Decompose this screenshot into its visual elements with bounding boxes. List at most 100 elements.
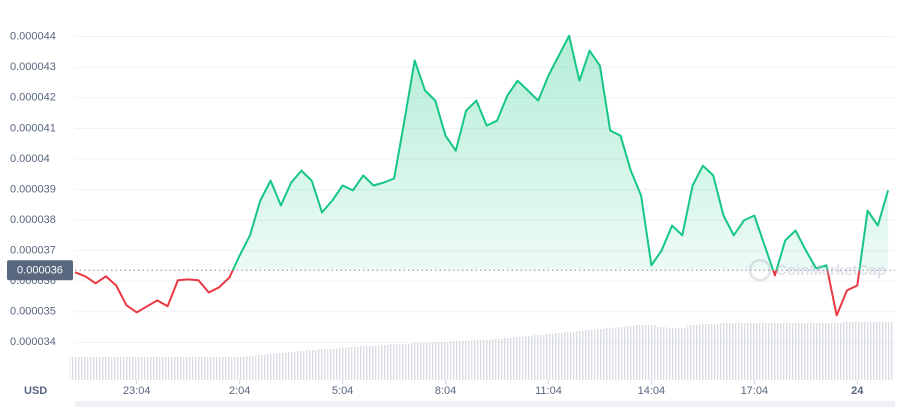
price-area xyxy=(75,35,889,271)
volume-bar xyxy=(90,357,101,380)
volume-bar xyxy=(852,322,863,380)
volume-bar xyxy=(563,332,575,380)
volume-bar xyxy=(347,347,359,380)
volume-bar xyxy=(460,341,472,380)
volume-bar xyxy=(831,323,842,380)
volume-bar xyxy=(69,357,81,380)
volume-bar xyxy=(800,323,811,380)
volume-bar xyxy=(625,326,636,380)
volume-bar xyxy=(152,357,163,380)
volume-bar xyxy=(419,343,431,380)
volume-bar xyxy=(141,357,153,380)
volume-bar xyxy=(810,323,822,380)
x-tick-label: 5:04 xyxy=(332,385,353,397)
volume-bar xyxy=(224,357,235,380)
x-tick-label: 11:04 xyxy=(535,385,562,397)
volume-bar xyxy=(80,357,91,380)
axis-unit: USD xyxy=(24,385,47,397)
volume-bar xyxy=(296,351,307,380)
volume-bar xyxy=(656,327,667,380)
x-tick-label: 24 xyxy=(851,385,864,397)
volume-bar xyxy=(430,342,441,380)
volume-bar xyxy=(677,328,688,380)
volume-bar xyxy=(780,323,791,380)
y-tick-label: 0.000039 xyxy=(10,183,56,195)
volume-bar xyxy=(738,323,750,380)
watermark-text: CoinMarketCap xyxy=(776,262,886,279)
baseline-label: 0.000036 xyxy=(17,265,63,277)
volume-bar xyxy=(646,325,657,380)
volume-bar xyxy=(481,340,492,380)
volume-bar xyxy=(121,357,132,380)
volume-bar xyxy=(872,322,883,380)
volume-bar xyxy=(388,344,400,380)
y-tick-label: 0.000038 xyxy=(10,214,56,226)
volume-bar xyxy=(687,325,698,380)
volume-bar xyxy=(440,342,451,380)
y-tick-label: 0.000044 xyxy=(10,31,56,43)
volume-bar xyxy=(337,348,348,380)
volume-bar xyxy=(502,338,513,380)
volume-bar xyxy=(635,325,647,380)
volume-bar xyxy=(378,345,389,380)
watermark: CoinMarketCap xyxy=(748,258,886,282)
volume-bar xyxy=(368,346,379,380)
volume-bar xyxy=(666,328,678,380)
volume-bar xyxy=(769,323,781,380)
volume-bar xyxy=(821,323,832,380)
volume-bar xyxy=(172,357,184,380)
volume-bar xyxy=(111,357,122,380)
y-tick-label: 0.00004 xyxy=(10,153,50,165)
y-tick-label: 0.000042 xyxy=(10,92,56,104)
volume-bar xyxy=(399,344,410,380)
volume-bar xyxy=(471,340,482,380)
volume-bar xyxy=(306,350,317,380)
volume-bar xyxy=(193,357,204,380)
volume-bar xyxy=(553,333,564,380)
x-tick-label: 17:04 xyxy=(741,385,769,397)
volume-bar xyxy=(183,357,194,380)
x-tick-label: 14:04 xyxy=(638,385,666,397)
volume-bar xyxy=(286,352,297,380)
volume-bar xyxy=(697,324,709,380)
volume-bar xyxy=(882,322,894,380)
volume-bar xyxy=(327,349,338,380)
volume-bar xyxy=(316,349,328,380)
volume-bar xyxy=(841,322,853,380)
price-line-up xyxy=(231,34,890,271)
baseline-badge xyxy=(7,260,73,281)
volume-bar xyxy=(584,330,595,380)
volume-bar xyxy=(491,339,503,380)
volume-bar xyxy=(203,357,214,380)
volume-bar xyxy=(358,346,369,380)
volume-bar xyxy=(275,353,287,380)
volume-bar xyxy=(759,323,770,380)
volume-bar xyxy=(728,323,739,380)
volume-bar xyxy=(450,341,461,380)
volume-bar xyxy=(749,323,760,380)
y-tick-label: 0.000041 xyxy=(10,122,56,134)
volume-bar xyxy=(213,357,225,380)
volume-bar xyxy=(162,357,173,380)
volume-bar xyxy=(244,356,256,380)
volume-bar xyxy=(255,355,266,380)
volume-bar xyxy=(862,322,873,380)
volume-bar xyxy=(522,336,534,380)
volume-bar xyxy=(234,357,245,380)
x-tick-label: 2:04 xyxy=(229,385,250,397)
volume-bar xyxy=(790,323,801,380)
x-tick-label: 8:04 xyxy=(435,385,456,397)
price-line-down xyxy=(74,270,861,317)
volume-bar xyxy=(533,335,544,380)
volume-bar xyxy=(543,334,554,380)
navigator xyxy=(75,401,895,407)
volume-bar xyxy=(131,357,142,380)
y-tick-label: 0.000043 xyxy=(10,61,56,73)
volume-bar xyxy=(574,331,585,380)
volume-bar xyxy=(100,357,112,380)
volume-bar xyxy=(615,327,626,380)
watermark-logo xyxy=(748,258,772,282)
volume-bar xyxy=(708,324,719,380)
y-tick-label: 0.000034 xyxy=(10,336,56,348)
